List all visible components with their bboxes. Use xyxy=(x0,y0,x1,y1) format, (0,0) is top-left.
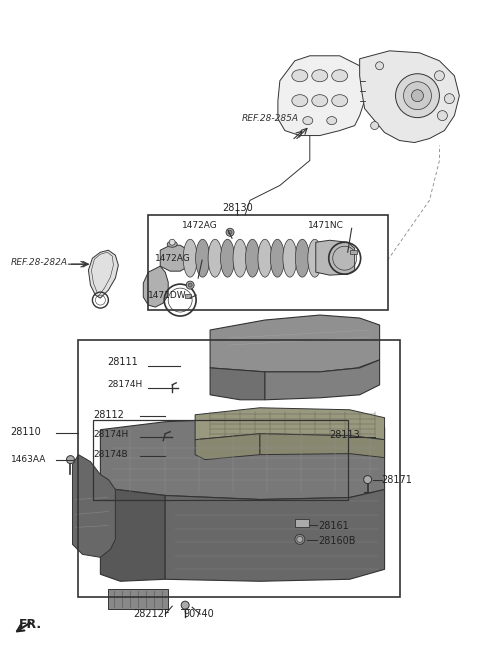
Circle shape xyxy=(364,476,372,484)
Polygon shape xyxy=(144,266,168,307)
Ellipse shape xyxy=(303,116,313,125)
Polygon shape xyxy=(316,240,355,275)
Text: 28212F: 28212F xyxy=(133,609,170,619)
Text: 1463AA: 1463AA xyxy=(11,455,46,464)
Text: 1471DW: 1471DW xyxy=(148,290,187,300)
Circle shape xyxy=(226,228,234,237)
Text: 28171: 28171 xyxy=(382,474,412,485)
Circle shape xyxy=(181,601,189,609)
Circle shape xyxy=(376,62,384,70)
Text: 28174H: 28174H xyxy=(94,430,129,439)
Bar xyxy=(78,340,399,597)
Ellipse shape xyxy=(196,239,210,277)
Circle shape xyxy=(396,74,439,118)
Polygon shape xyxy=(265,360,380,400)
Ellipse shape xyxy=(332,70,348,81)
Ellipse shape xyxy=(270,239,284,277)
Text: FR.: FR. xyxy=(19,618,42,631)
Text: 1472AG: 1472AG xyxy=(155,254,191,263)
Polygon shape xyxy=(88,250,119,298)
Ellipse shape xyxy=(312,70,328,81)
Ellipse shape xyxy=(295,239,309,277)
Text: 28174B: 28174B xyxy=(94,450,128,459)
Text: REF.28-282A: REF.28-282A xyxy=(11,258,68,267)
Text: 1471NC: 1471NC xyxy=(308,221,344,230)
Circle shape xyxy=(186,281,194,289)
Circle shape xyxy=(295,534,305,545)
Text: 28130: 28130 xyxy=(222,204,253,214)
Polygon shape xyxy=(195,408,384,440)
Bar xyxy=(185,294,191,298)
Polygon shape xyxy=(165,489,384,581)
Text: 28111: 28111 xyxy=(108,357,138,367)
Text: 28110: 28110 xyxy=(11,426,41,437)
Polygon shape xyxy=(360,51,459,143)
Ellipse shape xyxy=(292,95,308,106)
Ellipse shape xyxy=(308,239,322,277)
Polygon shape xyxy=(72,455,115,557)
Text: 28113: 28113 xyxy=(330,430,360,440)
Circle shape xyxy=(404,81,432,110)
Polygon shape xyxy=(160,245,185,271)
Ellipse shape xyxy=(220,239,235,277)
Polygon shape xyxy=(100,418,384,499)
Ellipse shape xyxy=(167,241,177,247)
Circle shape xyxy=(437,110,447,121)
Bar xyxy=(94,420,348,499)
Polygon shape xyxy=(210,315,380,372)
Bar xyxy=(295,520,309,528)
Circle shape xyxy=(169,239,175,245)
Circle shape xyxy=(434,71,444,81)
Bar xyxy=(350,250,357,254)
Ellipse shape xyxy=(233,239,247,277)
Polygon shape xyxy=(210,368,265,400)
Polygon shape xyxy=(108,589,168,609)
Polygon shape xyxy=(278,56,365,135)
Text: 28160B: 28160B xyxy=(318,536,355,547)
Polygon shape xyxy=(100,487,165,581)
Circle shape xyxy=(228,231,232,235)
Polygon shape xyxy=(260,434,384,458)
Text: 28161: 28161 xyxy=(318,522,348,532)
Bar xyxy=(148,215,387,310)
Circle shape xyxy=(411,90,423,102)
Text: 28112: 28112 xyxy=(94,410,124,420)
Text: 28174H: 28174H xyxy=(108,380,143,390)
Text: 90740: 90740 xyxy=(183,609,214,619)
Ellipse shape xyxy=(292,70,308,81)
Circle shape xyxy=(444,94,455,104)
Ellipse shape xyxy=(312,95,328,106)
Ellipse shape xyxy=(245,239,260,277)
Ellipse shape xyxy=(208,239,222,277)
Circle shape xyxy=(188,283,192,287)
Text: REF.28-285A: REF.28-285A xyxy=(242,114,299,123)
Ellipse shape xyxy=(258,239,272,277)
Ellipse shape xyxy=(327,116,336,125)
Circle shape xyxy=(67,456,74,464)
Ellipse shape xyxy=(183,239,197,277)
Ellipse shape xyxy=(332,95,348,106)
Polygon shape xyxy=(195,434,260,460)
Ellipse shape xyxy=(283,239,297,277)
Circle shape xyxy=(371,122,379,129)
Circle shape xyxy=(297,536,303,543)
Text: 1472AG: 1472AG xyxy=(182,221,218,230)
